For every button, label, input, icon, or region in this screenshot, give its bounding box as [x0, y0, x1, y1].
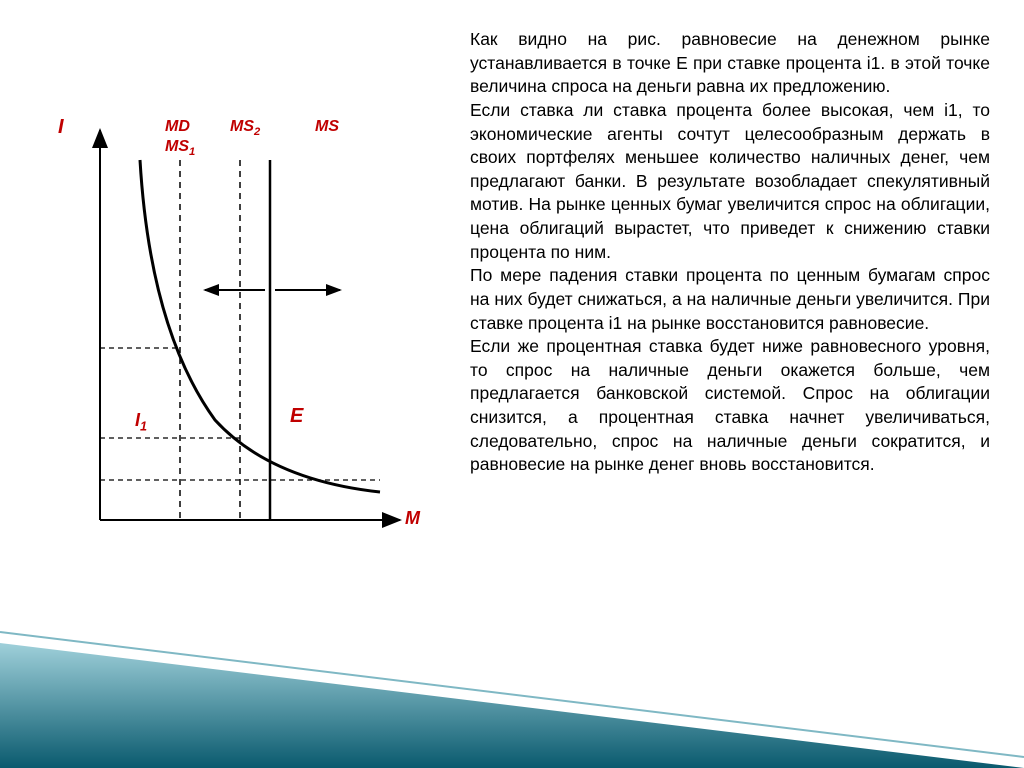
- explanation-text: Как видно на рис. равновесие на денежном…: [470, 28, 990, 477]
- x-axis-label: M: [405, 508, 420, 529]
- ms-label: MS: [315, 118, 339, 136]
- chart-svg: [40, 100, 410, 550]
- decorative-triangle: [0, 618, 1024, 768]
- e-label: E: [290, 405, 303, 428]
- paragraph-1: Как видно на рис. равновесие на денежном…: [470, 28, 990, 99]
- y-axis-label: I: [58, 116, 64, 139]
- money-market-chart: I MD MS2 MS MS1 I1 E M: [40, 100, 410, 550]
- paragraph-3: По мере падения ставки процента по ценны…: [470, 264, 990, 335]
- paragraph-4: Если же процентная ставка будет ниже рав…: [470, 335, 990, 477]
- paragraph-2: Если ставка ли ставка процента более выс…: [470, 99, 990, 264]
- i1-label: I1: [135, 410, 147, 434]
- md-label: MD: [165, 118, 190, 136]
- ms2-label: MS2: [230, 118, 260, 138]
- ms1-label: MS1: [165, 138, 195, 158]
